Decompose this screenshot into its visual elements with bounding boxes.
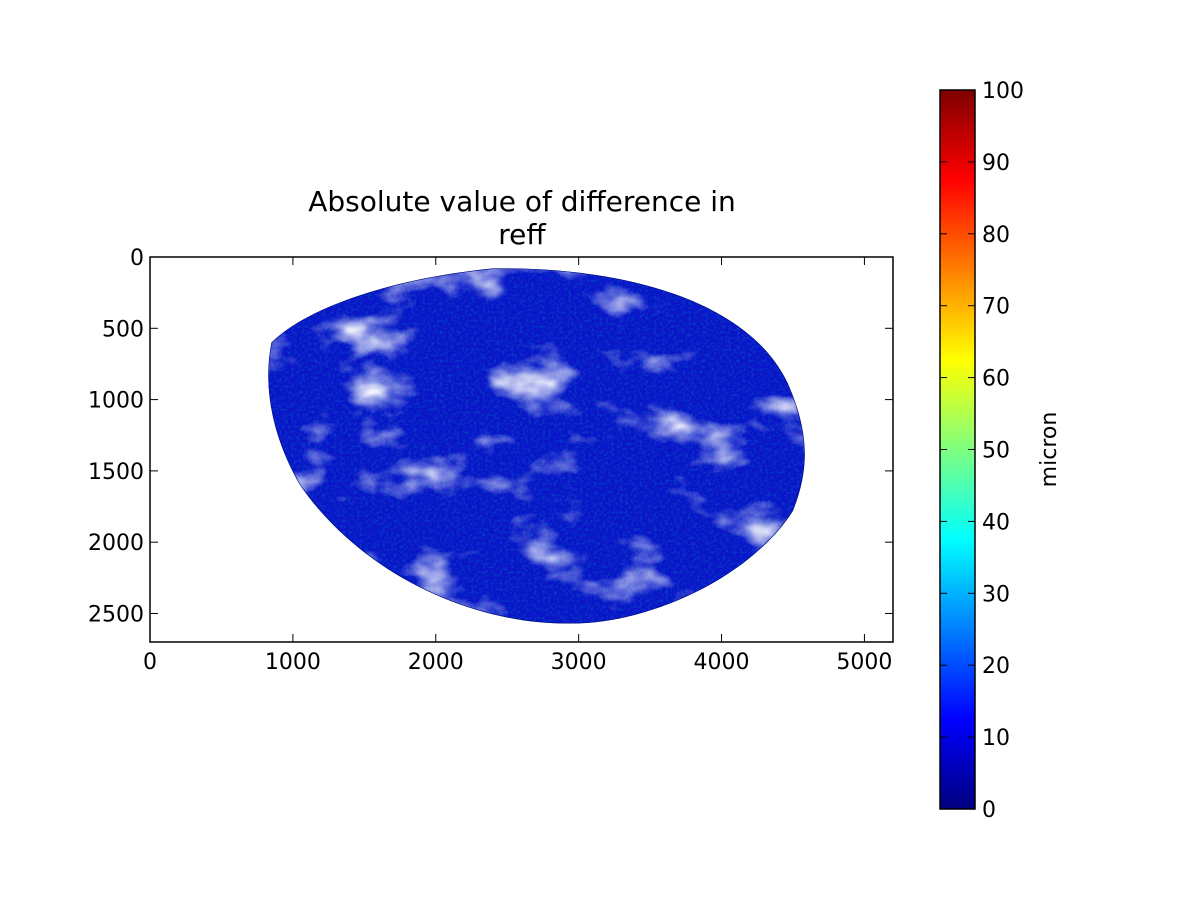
- chart-title-line-1: Absolute value of difference in: [308, 185, 736, 218]
- x-tick-label: 4000: [694, 650, 750, 675]
- colorbar-label: micron: [1037, 412, 1062, 488]
- colorbar-tick-label: 10: [982, 726, 1010, 751]
- x-tick-label: 1000: [265, 650, 321, 675]
- colorbar-tick-label: 100: [982, 79, 1024, 104]
- colorbar-tick-label: 90: [982, 151, 1010, 176]
- colorbar-ticks: 0 10 20 30 40 50 60 70 80 90 100: [940, 79, 1024, 823]
- colorbar-tick-label: 0: [982, 798, 996, 823]
- y-tick-label: 2500: [88, 602, 144, 627]
- y-tick-label: 1500: [88, 460, 144, 485]
- x-tick-label: 2000: [408, 650, 464, 675]
- heatmap-image: [268, 268, 805, 624]
- missing-value-clouds: [268, 268, 805, 624]
- y-tick-label: 0: [130, 246, 144, 271]
- y-tick-label: 1000: [88, 389, 144, 414]
- colorbar-tick-label: 70: [982, 295, 1010, 320]
- plot-area: 0 1000 2000 3000 4000 5000 0 500 1000 1500 2000 25…: [88, 246, 894, 675]
- chart-title-line-2: reff: [498, 218, 546, 251]
- colorbar: 0 10 20 30 40 50 60 70 80 90 100 micron: [939, 79, 1062, 823]
- colorbar-tick-label: 40: [982, 510, 1010, 535]
- x-tick-label: 0: [143, 650, 157, 675]
- colorbar-tick-label: 20: [982, 654, 1010, 679]
- colorbar-tick-label: 80: [982, 223, 1010, 248]
- y-tick-label: 2000: [88, 531, 144, 556]
- x-tick-label: 5000: [836, 650, 892, 675]
- colorbar-tick-label: 60: [982, 367, 1010, 392]
- x-axis: 0 1000 2000 3000 4000 5000: [143, 257, 892, 675]
- y-tick-label: 500: [102, 317, 144, 342]
- colorbar-tick-label: 50: [982, 439, 1010, 464]
- x-tick-label: 3000: [551, 650, 607, 675]
- y-axis: 0 500 1000 1500 2000 2500: [88, 246, 893, 627]
- axes-frame: [149, 256, 894, 643]
- colorbar-tick-label: 30: [982, 582, 1010, 607]
